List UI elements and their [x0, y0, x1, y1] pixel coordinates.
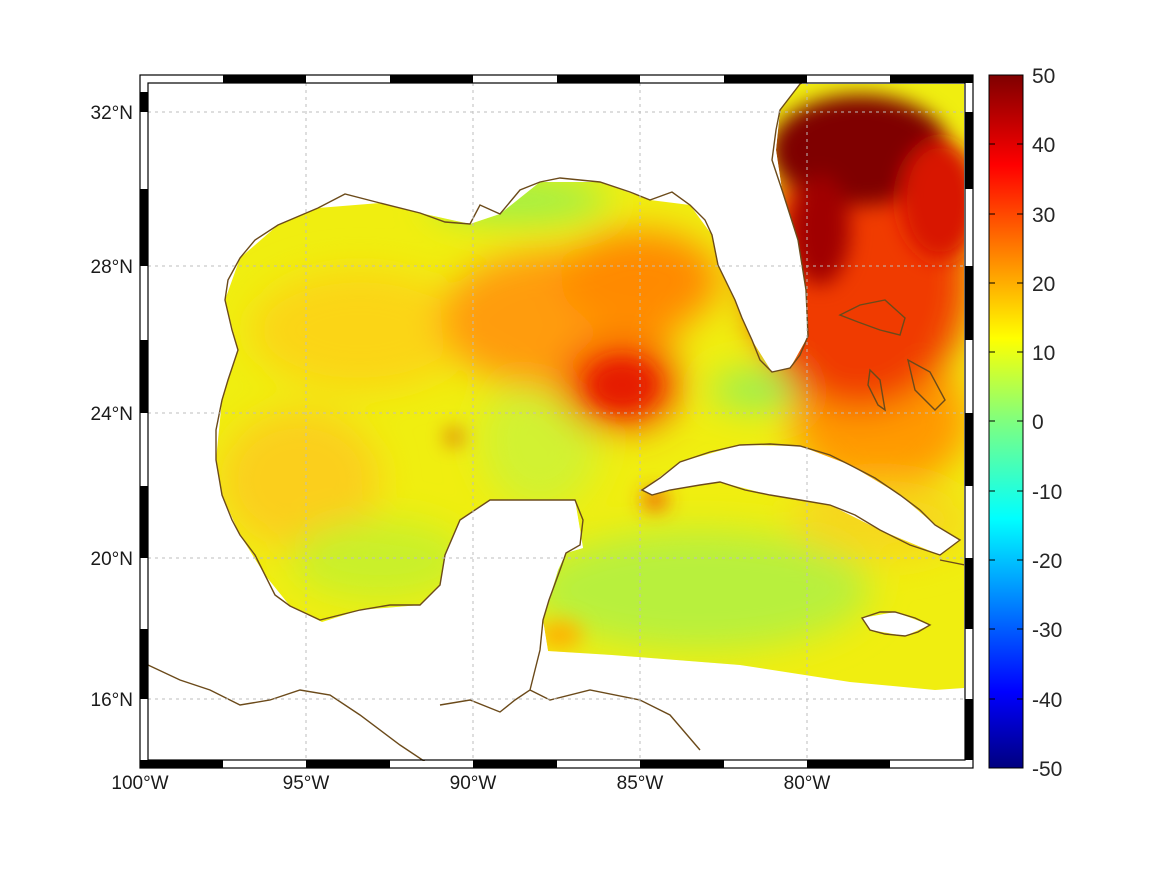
- frame-segment: [965, 266, 973, 340]
- colorbar-ticks: [989, 143, 1023, 700]
- lon-tick-label: 85°W: [617, 773, 664, 794]
- field-blob-west: [250, 270, 470, 390]
- colorbar-tick-label: -10: [1032, 481, 1062, 504]
- colorbar-tick-label: 0: [1032, 411, 1044, 434]
- map-frame: [139, 74, 974, 769]
- lat-tick-label: 20°N: [91, 549, 133, 570]
- field-blob-campeche: [290, 520, 470, 600]
- field-blob-north-coast: [430, 178, 610, 222]
- field-spot-cuba-west: [643, 491, 667, 509]
- frame-segment: [640, 760, 724, 768]
- data-field: [216, 84, 964, 690]
- frame-segment: [965, 112, 973, 189]
- frame-segment: [140, 189, 148, 266]
- x-axis-labels: 100°W 95°W 90°W 85°W 80°W: [111, 773, 830, 794]
- frame-segment: [140, 486, 148, 558]
- y-axis-labels: 32°N 28°N 24°N 20°N 16°N: [91, 103, 133, 711]
- frame-segment: [223, 75, 306, 83]
- coastline-bahamas: [838, 299, 946, 412]
- field-spot-belize: [538, 621, 582, 649]
- colorbar-tick-label: -40: [1032, 689, 1062, 712]
- frame-segment: [965, 558, 973, 629]
- colorbar-tick-label: -50: [1032, 758, 1062, 781]
- frame-segment: [890, 75, 973, 83]
- coastline-us-gulf: [317, 83, 809, 373]
- field-core-gulf-stream-south: [790, 175, 850, 285]
- field-core-east: [900, 140, 964, 260]
- frame-segment: [724, 75, 807, 83]
- coastline-jamaica: [860, 611, 932, 637]
- colorbar-tick-label: -30: [1032, 619, 1062, 642]
- lon-tick-label: 90°W: [450, 773, 497, 794]
- lon-tick-label: 95°W: [283, 773, 330, 794]
- colorbar-tick-label: 30: [1032, 204, 1055, 227]
- frame-segment: [390, 75, 473, 83]
- yucatan-land: [430, 500, 583, 700]
- field-blob-florida-straits: [710, 372, 810, 408]
- colorbar: 50 40 30 20 10 0 -10 -20 -30 -40 -50: [988, 65, 1062, 781]
- field-blob-caribbean: [530, 530, 870, 650]
- field-blob-southwest: [220, 410, 380, 550]
- frame-segment: [140, 629, 148, 699]
- frame-segment: [965, 413, 973, 486]
- frame-segment: [965, 699, 973, 760]
- lat-tick-label: 24°N: [91, 404, 133, 425]
- frame-segment: [140, 760, 223, 768]
- graticule: [148, 83, 964, 761]
- coastline-cuba: [640, 443, 962, 556]
- colorbar-tick-label: -20: [1032, 550, 1062, 573]
- lon-tick-label: 100°W: [111, 773, 168, 794]
- field-core-eddy: [588, 359, 656, 411]
- frame-segment: [140, 92, 148, 112]
- coastline-hispaniola: [939, 559, 964, 566]
- coastline-honduras: [529, 689, 701, 751]
- colorbar-tick-label: 40: [1032, 134, 1055, 157]
- frame-segment: [140, 340, 148, 413]
- lat-tick-label: 28°N: [91, 257, 133, 278]
- colorbar-tick-label: 10: [1032, 342, 1055, 365]
- jamaica-land: [862, 612, 930, 636]
- frame-segment: [557, 75, 640, 83]
- coastlines: [148, 83, 964, 761]
- lon-tick-label: 80°W: [784, 773, 831, 794]
- coastline-central-america-pacific: [148, 664, 426, 761]
- field-spot: [447, 431, 461, 443]
- coastline-mexico: [215, 207, 584, 713]
- frame-segment: [473, 760, 557, 768]
- lat-tick-label: 32°N: [91, 103, 133, 124]
- colorbar-tick-label: 20: [1032, 273, 1055, 296]
- florida-land: [712, 84, 808, 372]
- lat-tick-label: 16°N: [91, 690, 133, 711]
- colorbar-tick-label: 50: [1032, 65, 1055, 88]
- frame-segment: [807, 760, 890, 768]
- frame-segment: [306, 760, 390, 768]
